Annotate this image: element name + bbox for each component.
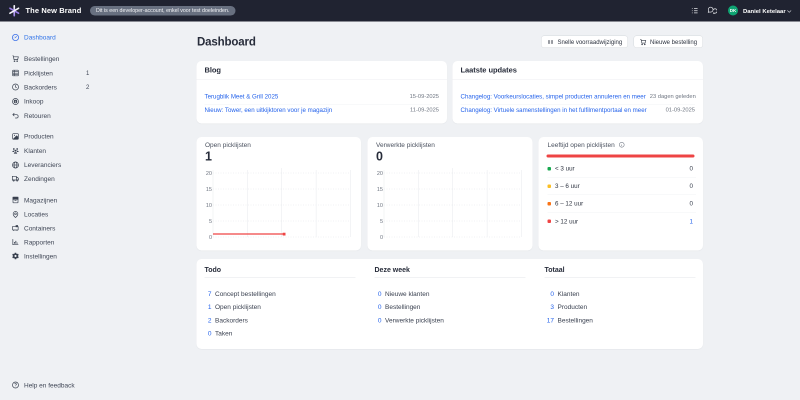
svg-text:15: 15 — [206, 187, 212, 193]
svg-text:10: 10 — [377, 203, 383, 209]
svg-text:20: 20 — [206, 171, 212, 177]
svg-text:20: 20 — [377, 171, 383, 177]
svg-text:10: 10 — [206, 203, 212, 209]
svg-text:5: 5 — [209, 219, 212, 225]
svg-text:15: 15 — [377, 187, 383, 193]
svg-text:5: 5 — [380, 219, 383, 225]
svg-text:0: 0 — [380, 235, 383, 241]
svg-text:0: 0 — [209, 235, 212, 241]
